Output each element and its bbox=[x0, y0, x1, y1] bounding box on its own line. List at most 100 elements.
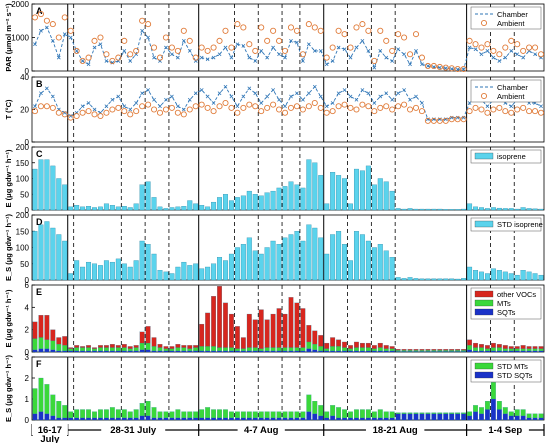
bar-std-mts bbox=[80, 409, 86, 418]
bar-other-vocs bbox=[44, 315, 50, 340]
bars bbox=[32, 221, 544, 281]
bar-std-mts bbox=[133, 409, 139, 418]
data-point bbox=[371, 57, 378, 65]
y-tick-label: 0 bbox=[25, 67, 30, 76]
bar-isoprene bbox=[211, 201, 217, 211]
data-point bbox=[121, 108, 128, 115]
data-point bbox=[341, 31, 348, 38]
bar-std-isoprene bbox=[336, 231, 342, 281]
bar-isoprene bbox=[443, 209, 449, 211]
data-point bbox=[140, 91, 145, 96]
bar-std-sqts bbox=[115, 417, 121, 421]
bar-std-sqts bbox=[502, 413, 508, 421]
bar-mts bbox=[407, 350, 413, 352]
bar-mts bbox=[532, 348, 538, 351]
bar-isoprene bbox=[449, 209, 455, 211]
bar-isoprene bbox=[205, 206, 211, 211]
bar-mts bbox=[276, 347, 282, 351]
bar-std-sqts bbox=[371, 417, 377, 421]
bar-other-vocs bbox=[246, 313, 252, 348]
bar-std-sqts bbox=[532, 417, 538, 421]
bar-other-vocs bbox=[306, 325, 312, 343]
data-point bbox=[485, 104, 490, 109]
bar-std-mts bbox=[193, 411, 199, 419]
bar-isoprene bbox=[413, 208, 419, 211]
bar-std-isoprene bbox=[526, 271, 532, 281]
bar-mts bbox=[115, 347, 121, 351]
data-point bbox=[330, 101, 335, 105]
bar-mts bbox=[371, 348, 377, 351]
bar-std-mts bbox=[145, 401, 151, 416]
legend-label: isoprene bbox=[497, 152, 526, 161]
y-tick-label: 200 bbox=[16, 211, 30, 220]
data-point bbox=[449, 67, 454, 71]
bar-std-mts bbox=[389, 411, 395, 419]
bar-std-isoprene bbox=[109, 261, 115, 281]
bar-std-sqts bbox=[270, 417, 276, 421]
data-point bbox=[128, 107, 133, 112]
bar-other-vocs bbox=[312, 330, 318, 345]
bar-std-mts bbox=[187, 411, 193, 419]
bar-mts bbox=[288, 347, 294, 351]
bar-other-vocs bbox=[538, 346, 544, 349]
bar-std-mts bbox=[359, 409, 365, 418]
bar-sqts bbox=[324, 350, 330, 353]
bar-sqts bbox=[264, 350, 270, 353]
data-point bbox=[401, 34, 408, 41]
data-point bbox=[92, 45, 97, 50]
bar-std-isoprene bbox=[157, 270, 163, 281]
data-point bbox=[276, 37, 283, 44]
bar-std-mts bbox=[443, 412, 449, 414]
bar-sqts bbox=[514, 350, 520, 353]
bar-isoprene bbox=[32, 168, 38, 211]
bar-other-vocs bbox=[50, 329, 56, 341]
bar-sqts bbox=[306, 348, 312, 353]
bar-sqts bbox=[383, 350, 389, 353]
bar-std-mts bbox=[217, 409, 222, 418]
bar-other-vocs bbox=[383, 345, 389, 349]
bar-isoprene bbox=[306, 159, 312, 211]
bar-std-mts bbox=[449, 412, 455, 414]
bar-mts bbox=[473, 347, 478, 351]
bar-other-vocs bbox=[413, 349, 419, 351]
data-point bbox=[436, 117, 443, 124]
bar-isoprene bbox=[258, 195, 264, 211]
data-point bbox=[537, 109, 545, 116]
legend-label: Chamber bbox=[497, 83, 528, 92]
bar-std-isoprene bbox=[348, 260, 353, 281]
bar-std-sqts bbox=[473, 411, 478, 421]
bar-std-sqts bbox=[32, 413, 38, 421]
bar-std-isoprene bbox=[395, 277, 401, 281]
data-point bbox=[484, 109, 491, 116]
bar-mts bbox=[419, 350, 425, 352]
bar-other-vocs bbox=[330, 337, 336, 347]
data-point bbox=[37, 103, 44, 110]
y-tick-label: 3 bbox=[25, 353, 30, 362]
bar-mts bbox=[92, 348, 97, 351]
data-point bbox=[259, 49, 264, 53]
data-point bbox=[229, 55, 234, 60]
y-tick-label: 0 bbox=[25, 138, 30, 147]
bar-std-isoprene bbox=[270, 240, 276, 281]
data-point bbox=[317, 27, 324, 34]
bar-isoprene bbox=[38, 159, 44, 211]
data-point bbox=[162, 34, 170, 41]
bar-sqts bbox=[109, 350, 115, 353]
bar-std-sqts bbox=[288, 417, 294, 421]
data-point bbox=[442, 117, 449, 124]
bar-sqts bbox=[532, 350, 538, 353]
bar-isoprene bbox=[330, 172, 336, 211]
data-point bbox=[371, 108, 378, 115]
bar-mts bbox=[169, 348, 175, 351]
bar-other-vocs bbox=[532, 346, 538, 349]
data-point bbox=[509, 49, 514, 53]
data-point bbox=[43, 103, 50, 110]
data-point bbox=[347, 44, 354, 51]
data-point bbox=[430, 62, 437, 70]
bar-sqts bbox=[508, 350, 514, 353]
bar-mts bbox=[98, 347, 103, 351]
bar-sqts bbox=[103, 350, 109, 353]
bar-std-isoprene bbox=[258, 253, 264, 281]
plot-frame bbox=[31, 284, 545, 353]
